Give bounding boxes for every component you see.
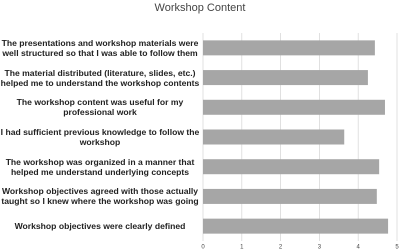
bar	[203, 70, 368, 86]
bar	[203, 218, 389, 234]
y-tick-label: The material distributed (literature, sl…	[0, 67, 200, 88]
x-tick-label: 2	[279, 245, 283, 251]
y-tick-label: The presentations and workshop materials…	[1, 37, 199, 58]
x-tick-label: 3	[318, 245, 322, 251]
bar	[203, 99, 385, 115]
y-tick-label: Workshop objectives were clearly defined	[14, 221, 186, 232]
x-tick-label: 1	[240, 245, 244, 251]
y-tick-label: The workshop content was useful for my p…	[16, 97, 184, 118]
y-tick-label: I had sufficient previous knowledge to f…	[0, 127, 200, 147]
bar	[203, 188, 377, 204]
chart-title: Workshop Content	[155, 2, 246, 14]
y-tick-label: The workshop was organized in a manner t…	[5, 156, 195, 177]
bar	[203, 40, 375, 56]
x-tick-label: 5	[395, 245, 399, 251]
y-tick-label: Workshop objectives agreed with those ac…	[1, 186, 199, 207]
bar	[203, 129, 345, 145]
bar	[203, 159, 380, 175]
x-tick-label: 0	[201, 245, 205, 251]
x-tick-label: 4	[357, 245, 361, 251]
